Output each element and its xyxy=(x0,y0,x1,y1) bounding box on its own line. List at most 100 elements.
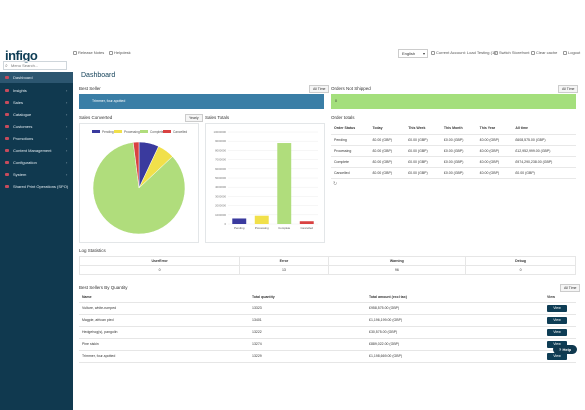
table-cell: £608,575.00 (GBP) xyxy=(512,134,576,146)
table-row: 0 13 96 0 xyxy=(78,265,576,275)
table-cell: Vulture, white-rumped xyxy=(79,302,249,315)
table-cell: Magpie, african pied xyxy=(79,314,249,327)
legend-label: Pending xyxy=(102,130,114,134)
language-select[interactable]: English ▾ xyxy=(398,49,428,58)
table-row: Hedgehog(s), pangolin 13222 £30,575.00 (GB… xyxy=(79,326,576,339)
table-cell: £0.00 (GBP) xyxy=(476,134,513,146)
sidebar-item-label: Shared Print Operations (SPO) xyxy=(13,184,69,189)
sidebar-item-insights[interactable]: Insights ‹ xyxy=(0,85,73,96)
bar xyxy=(299,221,314,224)
table-cell: View xyxy=(544,326,576,339)
table-cell: £958,575.00 (GBP) xyxy=(366,302,544,315)
clear-cache-label: Clear cache xyxy=(536,50,558,55)
sales-converted-title: Sales Converted xyxy=(79,115,113,120)
table-row: Pending £0.00 (GBP) £0.00 (GBP) £0.00 (GBP)… xyxy=(331,134,576,146)
refresh-icon[interactable]: ↻ xyxy=(333,180,338,187)
order-totals-panel: Order Status Today This Week This Month … xyxy=(331,123,576,187)
chevron-left-icon: ‹ xyxy=(66,136,68,141)
sidebar-item-spo[interactable]: Shared Print Operations (SPO) xyxy=(0,181,73,192)
app-logo: infigo xyxy=(5,48,38,63)
table-cell: £12,952,999.00 (GBP) xyxy=(512,145,576,157)
chevron-down-icon: ▾ xyxy=(422,51,425,56)
column-header: This Month xyxy=(440,123,477,135)
orders-not-shipped-title: Orders Not Shipped xyxy=(331,86,371,91)
view-button[interactable]: View xyxy=(547,304,567,312)
view-button[interactable]: View xyxy=(547,340,567,348)
table-cell: 13 xyxy=(239,265,329,275)
y-tick-label: 4000000 xyxy=(215,185,226,189)
sidebar-item-system[interactable]: System ‹ xyxy=(0,169,73,180)
orders-filter-button[interactable]: All Time xyxy=(558,85,579,93)
menu-search-input[interactable]: ⌕ Menu Search... xyxy=(3,61,67,70)
table-cell: £0.00 (GBP) xyxy=(369,145,406,157)
sales-converted-pie-chart: Pending Processing Complete Cancelled xyxy=(92,130,187,235)
search-placeholder: Menu Search... xyxy=(11,63,39,68)
x-tick-label: Complete xyxy=(278,226,290,230)
sidebar-item-label: Promotions xyxy=(13,136,34,141)
table-cell: 13323 xyxy=(249,302,366,315)
sidebar-item-promotions[interactable]: Promotions ‹ xyxy=(0,133,73,144)
table-cell: Complete xyxy=(331,156,370,168)
column-header: UserError xyxy=(78,256,241,266)
view-button[interactable]: View xyxy=(547,352,567,360)
column-header: Total quantity xyxy=(249,293,366,303)
table-cell: 96 xyxy=(327,265,467,275)
bar xyxy=(277,143,292,224)
sales-converted-filter-button[interactable]: Yearly xyxy=(185,114,203,122)
y-tick-label: 8000000 xyxy=(215,148,226,152)
table-header-row: Name Total quantity Total amount (excl t… xyxy=(79,293,576,303)
view-button[interactable]: View xyxy=(547,328,567,336)
store-icon xyxy=(494,50,498,55)
view-button[interactable]: View xyxy=(547,316,567,324)
table-cell: Pine siskin xyxy=(79,338,249,351)
clear-cache-link[interactable]: Clear cache xyxy=(531,50,557,55)
sidebar-item-sales[interactable]: Sales ‹ xyxy=(0,97,73,108)
switch-storefront-link[interactable]: Switch Storefront xyxy=(494,50,529,55)
log-statistics-title: Log Statistics xyxy=(79,248,106,253)
y-tick-label: 6000000 xyxy=(215,167,226,171)
table-cell: 13222 xyxy=(249,326,366,339)
help-button[interactable]: ? Help xyxy=(553,345,577,354)
logout-icon xyxy=(563,50,567,55)
best-sellers-qty-filter-button[interactable]: All Time xyxy=(560,284,581,292)
sidebar-item-label: Customers xyxy=(13,124,33,129)
legend-swatch xyxy=(163,130,171,133)
y-tick-label: 10000000 xyxy=(214,130,227,134)
order-totals-title: Order totals xyxy=(331,115,355,120)
table-cell: £0.00 (GBP) xyxy=(440,145,477,157)
table-cell: Trimmer, four-spotted xyxy=(79,350,249,363)
chevron-left-icon: ‹ xyxy=(66,88,68,93)
customers-icon xyxy=(5,125,9,128)
legend-label: Processing xyxy=(124,130,140,134)
sidebar-item-configuration[interactable]: Configuration ‹ xyxy=(0,157,73,168)
release-notes-link[interactable]: Release Notes xyxy=(73,50,104,55)
helpdesk-link[interactable]: Helpdesk xyxy=(109,50,131,55)
print-icon xyxy=(5,185,9,188)
sidebar-item-label: Configuration xyxy=(13,160,37,165)
logout-link[interactable]: Logout xyxy=(563,50,580,55)
legend-swatch xyxy=(92,130,100,133)
sidebar-item-content-management[interactable]: Content Management ‹ xyxy=(0,145,73,156)
current-account-link[interactable]: Current Account: Load Testing (15) xyxy=(431,50,498,55)
log-statistics-panel: UserError Error Warning Debug 0 13 96 0 xyxy=(78,256,576,275)
table-cell: £0.00 (GBP) xyxy=(405,145,441,157)
insights-icon xyxy=(5,89,9,92)
sidebar-item-label: Insights xyxy=(13,88,27,93)
table-cell: 13229 xyxy=(249,350,366,363)
table-cell: £0.00 (GBP) xyxy=(440,167,477,179)
logout-label: Logout xyxy=(568,50,581,55)
pie-slice xyxy=(132,141,140,189)
sidebar-item-customers[interactable]: Customers ‹ xyxy=(0,121,73,132)
sales-totals-bar-chart: 1000000090000008000000700000060000005000… xyxy=(214,130,318,230)
sidebar-item-dashboard[interactable]: Dashboard xyxy=(0,72,73,83)
table-cell: £0.00 (GBP) xyxy=(440,156,477,168)
best-seller-filter-button[interactable]: All Time xyxy=(309,85,330,93)
x-tick-label: Processing xyxy=(255,226,269,230)
table-cell: £1,196,199.00 (GBP) xyxy=(366,314,544,327)
table-row: Complete £0.00 (GBP) £0.00 (GBP) £0.00 (GBP… xyxy=(331,156,576,168)
legend-label: Cancelled xyxy=(173,130,187,134)
sidebar-item-catalogue[interactable]: Catalogue ‹ xyxy=(0,109,73,120)
x-tick-label: Pending xyxy=(234,226,245,230)
best-sellers-qty-panel: Name Total quantity Total amount (excl t… xyxy=(79,293,576,363)
order-totals-table: Order Status Today This Week This Month … xyxy=(331,123,576,179)
